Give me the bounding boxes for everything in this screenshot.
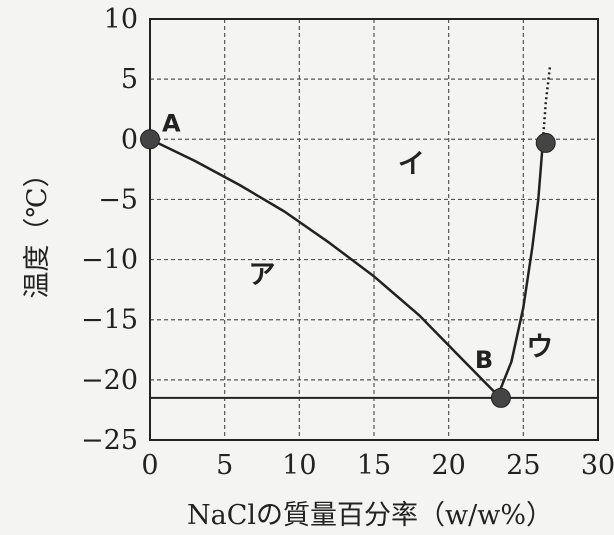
x-tick-label: 0 — [141, 450, 158, 481]
data-point-3 — [535, 132, 556, 153]
x-tick-label: 20 — [431, 450, 465, 481]
y-tick-label: 0 — [121, 124, 138, 155]
plot-frame — [149, 18, 599, 441]
y-tick-label: −20 — [81, 365, 138, 396]
data-points: AB — [140, 109, 556, 408]
series-line-2 — [496, 144, 544, 396]
x-tick-label: 15 — [357, 450, 391, 481]
data-point-2 — [490, 387, 511, 408]
tick-labels: 0 5 10 15 20 25 30 10 5 0 −5 −10 −15 −20 −25 — [81, 4, 614, 481]
y-tick-label: −15 — [81, 305, 138, 336]
x-tick-label: 25 — [506, 450, 540, 481]
x-tick-label: 5 — [216, 450, 233, 481]
y-tick-label: −5 — [98, 184, 138, 215]
region-label-1: ア — [249, 260, 276, 291]
data-point-1 — [140, 129, 160, 150]
y-tick-label: −10 — [81, 245, 138, 276]
x-axis-label: NaClの質量百分率（w/w%） — [187, 500, 553, 531]
region-label-2: イ — [398, 149, 425, 180]
x-tick-label: 10 — [282, 450, 316, 481]
y-tick-label: 10 — [104, 4, 138, 35]
annotations: ア イウ — [249, 149, 554, 363]
point-label-B: B — [475, 346, 493, 374]
y-axis-label: 温度（℃） — [22, 160, 53, 298]
y-tick-label: −25 — [81, 425, 138, 456]
x-tick-label: 30 — [581, 450, 614, 481]
series-line-3 — [541, 64, 552, 145]
y-tick-label: 5 — [121, 64, 138, 95]
plot-border — [149, 18, 599, 441]
data-curves — [149, 64, 598, 399]
region-label-3: ウ — [526, 332, 553, 363]
series-line-1 — [149, 138, 499, 397]
grid-lines — [150, 19, 598, 440]
point-label-A: A — [162, 109, 181, 137]
